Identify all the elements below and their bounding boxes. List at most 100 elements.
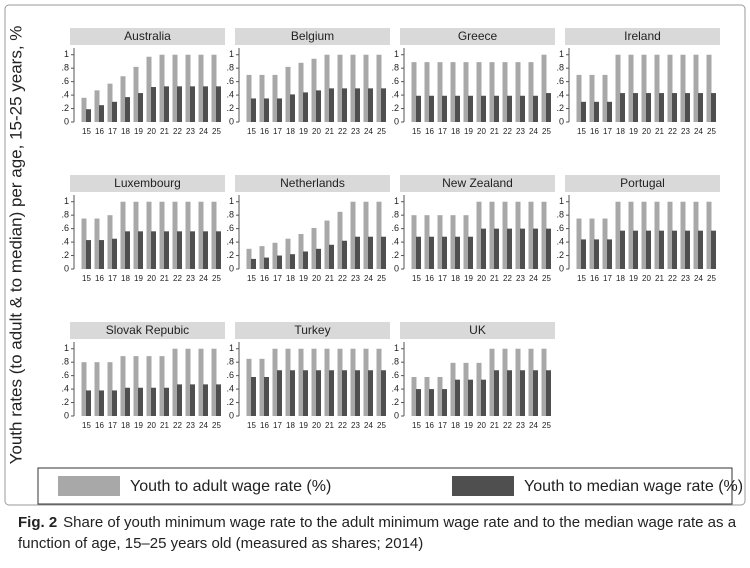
y-tick-label: .4 [556, 236, 564, 246]
y-tick-label: .2 [391, 103, 399, 113]
y-tick-label: 1 [394, 49, 399, 59]
x-tick-label: 24 [529, 421, 538, 430]
y-tick-label: .8 [556, 210, 564, 220]
x-tick-label: 20 [642, 274, 651, 283]
bar [429, 95, 434, 122]
x-tick-label: 17 [273, 127, 282, 136]
bar [424, 215, 430, 269]
bar [667, 54, 673, 122]
bar [576, 218, 582, 269]
panel-title: Australia [124, 29, 171, 43]
x-tick-label: 17 [108, 421, 117, 430]
bar [463, 215, 469, 269]
panel-title: Luxembourg [114, 176, 181, 190]
bar [259, 358, 265, 416]
bar [337, 54, 343, 122]
bar [411, 215, 417, 269]
x-tick-label: 18 [286, 421, 295, 430]
bar [81, 362, 87, 416]
bar [381, 236, 386, 269]
x-tick-label: 20 [312, 421, 321, 430]
bar [363, 348, 369, 416]
bar [151, 87, 156, 122]
x-tick-label: 15 [577, 127, 586, 136]
bar [203, 86, 208, 122]
y-tick-label: .6 [226, 223, 234, 233]
bar [667, 201, 673, 269]
bar [146, 201, 152, 269]
x-tick-label: 18 [616, 274, 625, 283]
y-tick-label: .4 [61, 89, 69, 99]
y-tick-label: 1 [559, 196, 564, 206]
x-tick-label: 23 [681, 274, 690, 283]
bar [437, 215, 443, 269]
bar [146, 56, 152, 122]
bar [298, 62, 304, 122]
bar [277, 255, 282, 269]
x-tick-label: 16 [425, 127, 434, 136]
y-tick-label: .4 [61, 236, 69, 246]
y-tick-label: .2 [61, 250, 69, 260]
x-tick-label: 17 [273, 274, 282, 283]
bar [541, 54, 547, 122]
panel-title: Greece [458, 29, 498, 43]
bar [693, 54, 699, 122]
bar [324, 348, 330, 416]
bar [541, 201, 547, 269]
x-tick-label: 23 [351, 421, 360, 430]
x-tick-label: 24 [364, 274, 373, 283]
x-tick-label: 19 [299, 127, 308, 136]
bar [589, 218, 595, 269]
bar [138, 93, 143, 122]
x-tick-label: 22 [338, 421, 347, 430]
x-tick-label: 24 [364, 421, 373, 430]
x-tick-label: 25 [377, 274, 386, 283]
bar [146, 356, 152, 416]
x-tick-label: 20 [477, 127, 486, 136]
bar [120, 201, 126, 269]
x-tick-label: 25 [707, 274, 716, 283]
bar [259, 74, 265, 122]
bar [711, 230, 716, 269]
bar [376, 201, 382, 269]
bar [515, 62, 521, 122]
y-tick-label: .2 [61, 103, 69, 113]
bar [164, 86, 169, 122]
x-tick-label: 16 [590, 127, 599, 136]
bar [185, 201, 191, 269]
bar [381, 370, 386, 416]
bar [628, 201, 634, 269]
bar [138, 231, 143, 269]
y-tick-label: .2 [226, 397, 234, 407]
bar [216, 86, 221, 122]
bar [298, 234, 304, 269]
x-tick-label: 22 [338, 127, 347, 136]
x-tick-label: 20 [477, 421, 486, 430]
bar [355, 236, 360, 269]
bar [515, 201, 521, 269]
y-tick-label: .8 [391, 210, 399, 220]
x-tick-label: 17 [438, 127, 447, 136]
bar [185, 54, 191, 122]
x-tick-label: 19 [629, 274, 638, 283]
panel-header [70, 28, 225, 45]
x-tick-label: 21 [325, 274, 334, 283]
x-tick-label: 18 [286, 127, 295, 136]
x-tick-label: 23 [516, 127, 525, 136]
bar [437, 62, 443, 122]
bar [706, 54, 712, 122]
y-tick-label: .4 [556, 89, 564, 99]
bar [698, 93, 703, 122]
bar [520, 370, 525, 416]
x-tick-label: 19 [134, 274, 143, 283]
x-tick-label: 19 [464, 274, 473, 283]
bar [342, 370, 347, 416]
bar [528, 62, 534, 122]
y-tick-label: .2 [391, 397, 399, 407]
bar [211, 201, 217, 269]
y-tick-label: 1 [229, 343, 234, 353]
y-tick-label: .4 [391, 236, 399, 246]
x-tick-label: 21 [325, 421, 334, 430]
y-tick-label: .8 [391, 357, 399, 367]
bar [272, 74, 278, 122]
